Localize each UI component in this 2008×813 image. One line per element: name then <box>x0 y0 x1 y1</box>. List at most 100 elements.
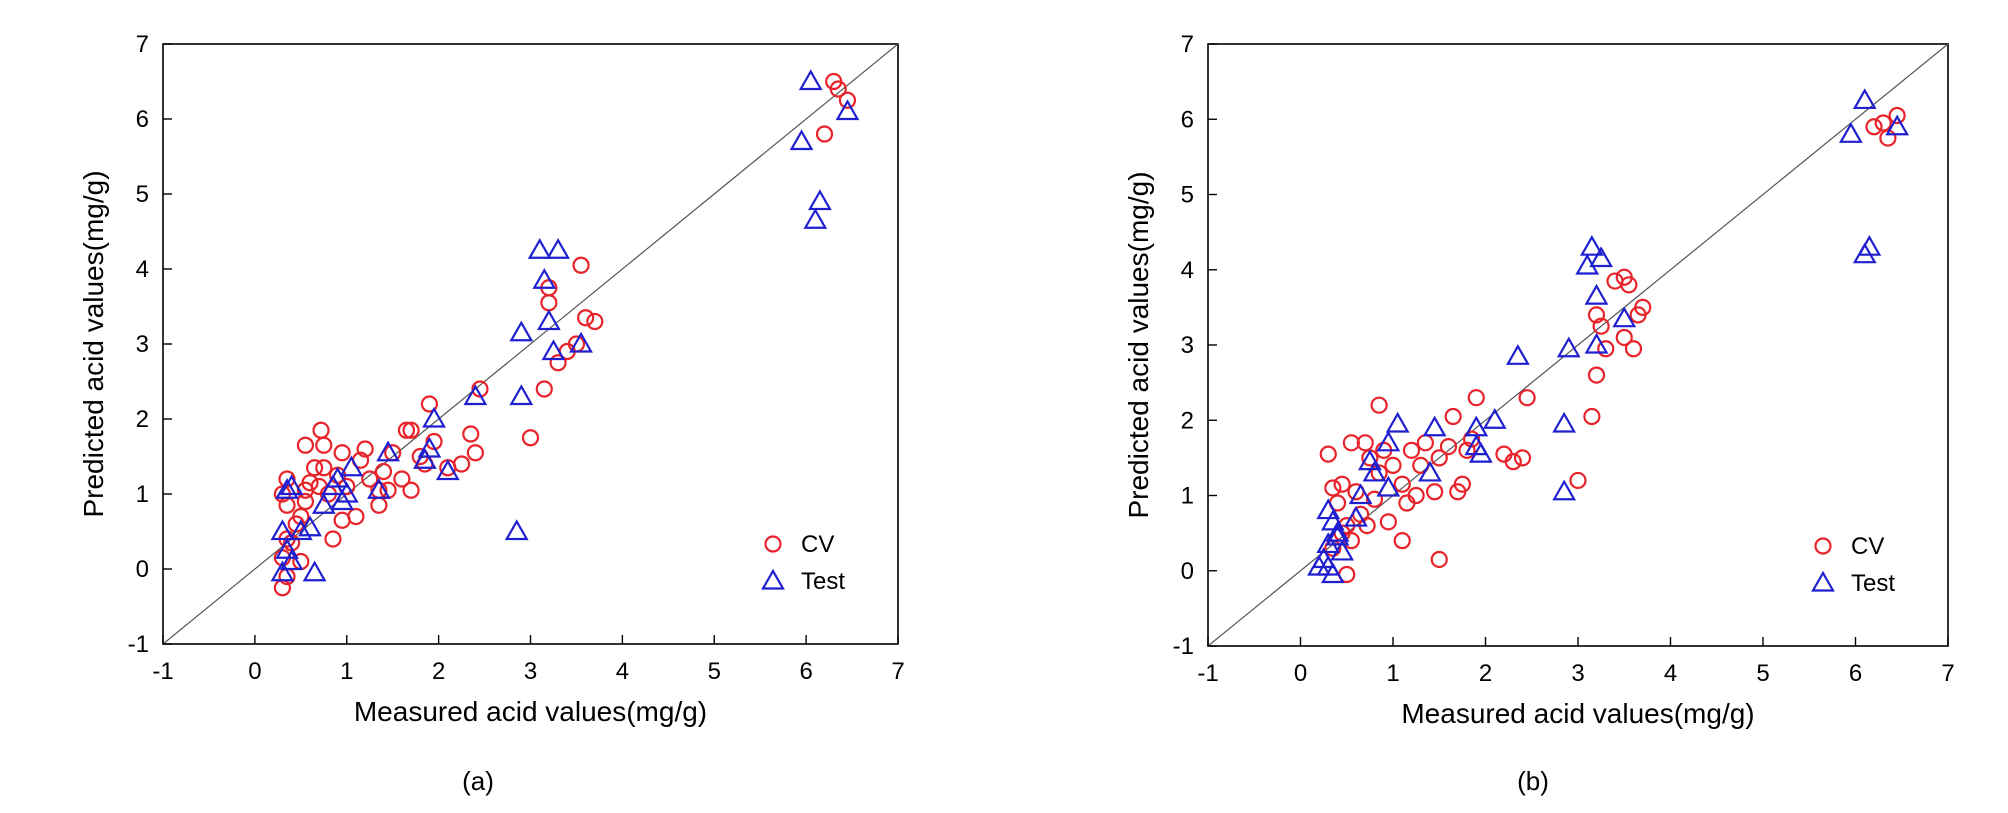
cv-point <box>1370 396 1388 414</box>
test-point <box>798 69 823 91</box>
cv-point <box>1620 276 1638 294</box>
cv-point <box>466 444 484 462</box>
test-point <box>417 436 442 458</box>
cv-point <box>333 444 351 462</box>
cv-point <box>838 91 857 109</box>
legend: CV Test <box>761 531 845 595</box>
y-tick-label: 6 <box>1181 106 1194 133</box>
test-point <box>1589 246 1614 268</box>
cv-point <box>420 395 439 413</box>
cv-point <box>397 421 416 439</box>
y-tick-label: 3 <box>1181 332 1194 359</box>
cv-point <box>572 256 590 274</box>
cv-point <box>305 459 324 477</box>
legend-test-label: Test <box>1851 570 1895 597</box>
chart-b: -1 0 1 2 3 4 5 6 7 -1 0 1 2 3 4 5 6 7 Measured acid values… <box>1123 31 1955 796</box>
cv-point <box>296 492 315 511</box>
cv-point <box>1444 407 1462 426</box>
x-tick-label: 2 <box>432 658 445 685</box>
x-tick-label: -1 <box>1197 660 1218 687</box>
cv-point <box>1324 479 1342 497</box>
y-tick-label: 7 <box>1181 31 1194 58</box>
legend-cv-marker <box>764 535 782 553</box>
y-tick-label: 5 <box>136 181 149 208</box>
cv-point <box>1569 471 1587 490</box>
figure-caption: (b) <box>1517 766 1549 796</box>
test-point <box>527 238 552 259</box>
cv-point <box>1453 475 1471 493</box>
cv-point <box>1342 434 1360 452</box>
test-point <box>536 309 561 331</box>
y-tick-label: 0 <box>1181 558 1194 585</box>
cv-point <box>1513 449 1532 467</box>
cv-point <box>577 309 595 327</box>
cv-point <box>1426 483 1444 501</box>
y-tick-label: -1 <box>1173 633 1194 660</box>
cv-point <box>1518 389 1536 407</box>
test-point <box>1316 532 1341 554</box>
test-point <box>1556 336 1581 358</box>
cv-point <box>312 421 330 439</box>
cv-point <box>1430 550 1448 569</box>
test-point <box>1584 332 1609 354</box>
test-point <box>270 519 295 541</box>
cv-point <box>1597 340 1615 358</box>
series-test <box>1307 88 1910 584</box>
cv-point <box>1504 453 1522 471</box>
test-point <box>270 560 295 582</box>
x-axis-label: Measured acid values(mg/g) <box>1401 698 1754 729</box>
test-point <box>1584 283 1609 305</box>
test-point <box>288 519 313 541</box>
test-point <box>1505 344 1530 365</box>
y-tick-label: 4 <box>136 256 149 283</box>
test-point <box>334 481 359 503</box>
cv-point <box>1393 532 1411 550</box>
test-point <box>1838 122 1863 143</box>
cv-point <box>1624 340 1643 358</box>
y-tick-label: -1 <box>128 631 149 658</box>
test-point <box>1320 562 1345 584</box>
x-axis-label: Measured acid values(mg/g) <box>354 696 707 727</box>
test-point <box>1885 114 1910 136</box>
test-point <box>1325 524 1350 546</box>
test-point <box>541 339 566 361</box>
cv-point <box>402 421 420 439</box>
test-point <box>808 189 832 211</box>
cv-point <box>370 496 388 514</box>
x-tick-label: 5 <box>1756 660 1769 687</box>
cv-point <box>315 436 333 454</box>
test-point <box>1418 460 1442 482</box>
figure-caption: (a) <box>462 766 494 796</box>
cv-point <box>1615 328 1633 347</box>
y-tick-label: 6 <box>136 106 149 133</box>
y-axis-label: Predicted acid values(mg/g) <box>1123 171 1154 518</box>
legend: CV Test <box>1811 533 1895 597</box>
cv-point <box>333 511 351 529</box>
legend-cv-label: CV <box>801 531 834 558</box>
y-tick-label: 2 <box>136 406 149 433</box>
test-point <box>302 560 327 582</box>
cv-point <box>296 436 315 454</box>
x-tick-label: 1 <box>340 658 353 685</box>
test-point <box>1385 411 1410 433</box>
cv-point <box>356 440 374 458</box>
test-point <box>532 268 557 289</box>
cv-point <box>1365 490 1384 508</box>
cv-point <box>535 380 553 398</box>
x-tick-label: 7 <box>891 658 904 685</box>
test-point <box>1325 520 1350 542</box>
test-point <box>463 384 488 406</box>
legend-test-marker <box>761 568 785 590</box>
y-tick-label: 3 <box>136 331 149 358</box>
legend-test-marker <box>1811 570 1835 592</box>
test-point <box>412 448 437 469</box>
x-tick-label: 4 <box>1664 660 1677 687</box>
cv-point <box>1467 389 1485 407</box>
x-tick-label: 3 <box>1571 660 1584 687</box>
x-tick-label: 7 <box>1941 660 1954 687</box>
x-tick-label: -1 <box>152 658 173 685</box>
cv-point <box>393 470 411 488</box>
test-point <box>435 459 460 481</box>
x-tick-label: 6 <box>799 658 812 685</box>
